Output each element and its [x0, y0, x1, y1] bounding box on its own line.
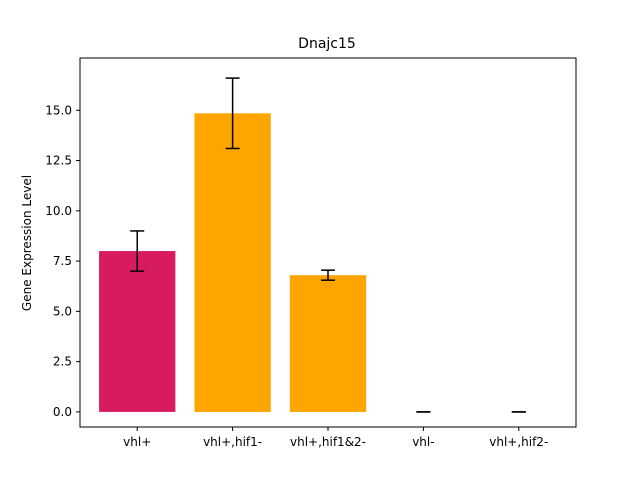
- x-tick-label-4: vhl+,hif2-: [489, 435, 548, 449]
- y-ticks-group: 0.0 2.5 5.0 7.5 10.0 12.5 15.0: [45, 103, 80, 419]
- x-tick-label-3: vhl-: [412, 435, 434, 449]
- bar-0: [99, 251, 176, 412]
- bar-1: [194, 113, 271, 412]
- chart-title: Dnajc15: [298, 36, 356, 52]
- y-axis-label: Gene Expression Level: [20, 175, 34, 311]
- x-tick-label-1: vhl+,hif1-: [203, 435, 262, 449]
- y-tick-label-2: 5.0: [53, 304, 72, 318]
- plot-frame: [79, 57, 577, 428]
- y-tick-label-3: 7.5: [53, 254, 72, 268]
- bars-group: [99, 113, 367, 412]
- y-tick-label-1: 2.5: [53, 355, 72, 369]
- x-ticks-group: vhl+ vhl+,hif1- vhl+,hif1&2- vhl-vhl+,hif2-: [123, 427, 548, 449]
- x-tick-label-0: vhl+: [123, 435, 151, 449]
- y-tick-label-4: 10.0: [45, 204, 72, 218]
- x-tick-label-2: vhl+,hif1&2-: [290, 435, 366, 449]
- bar-2: [289, 275, 367, 412]
- y-tick-label-6: 15.0: [45, 103, 72, 117]
- y-tick-label-0: 0.0: [53, 405, 72, 419]
- y-tick-label-5: 12.5: [45, 154, 72, 168]
- error-bars-group: [130, 77, 526, 413]
